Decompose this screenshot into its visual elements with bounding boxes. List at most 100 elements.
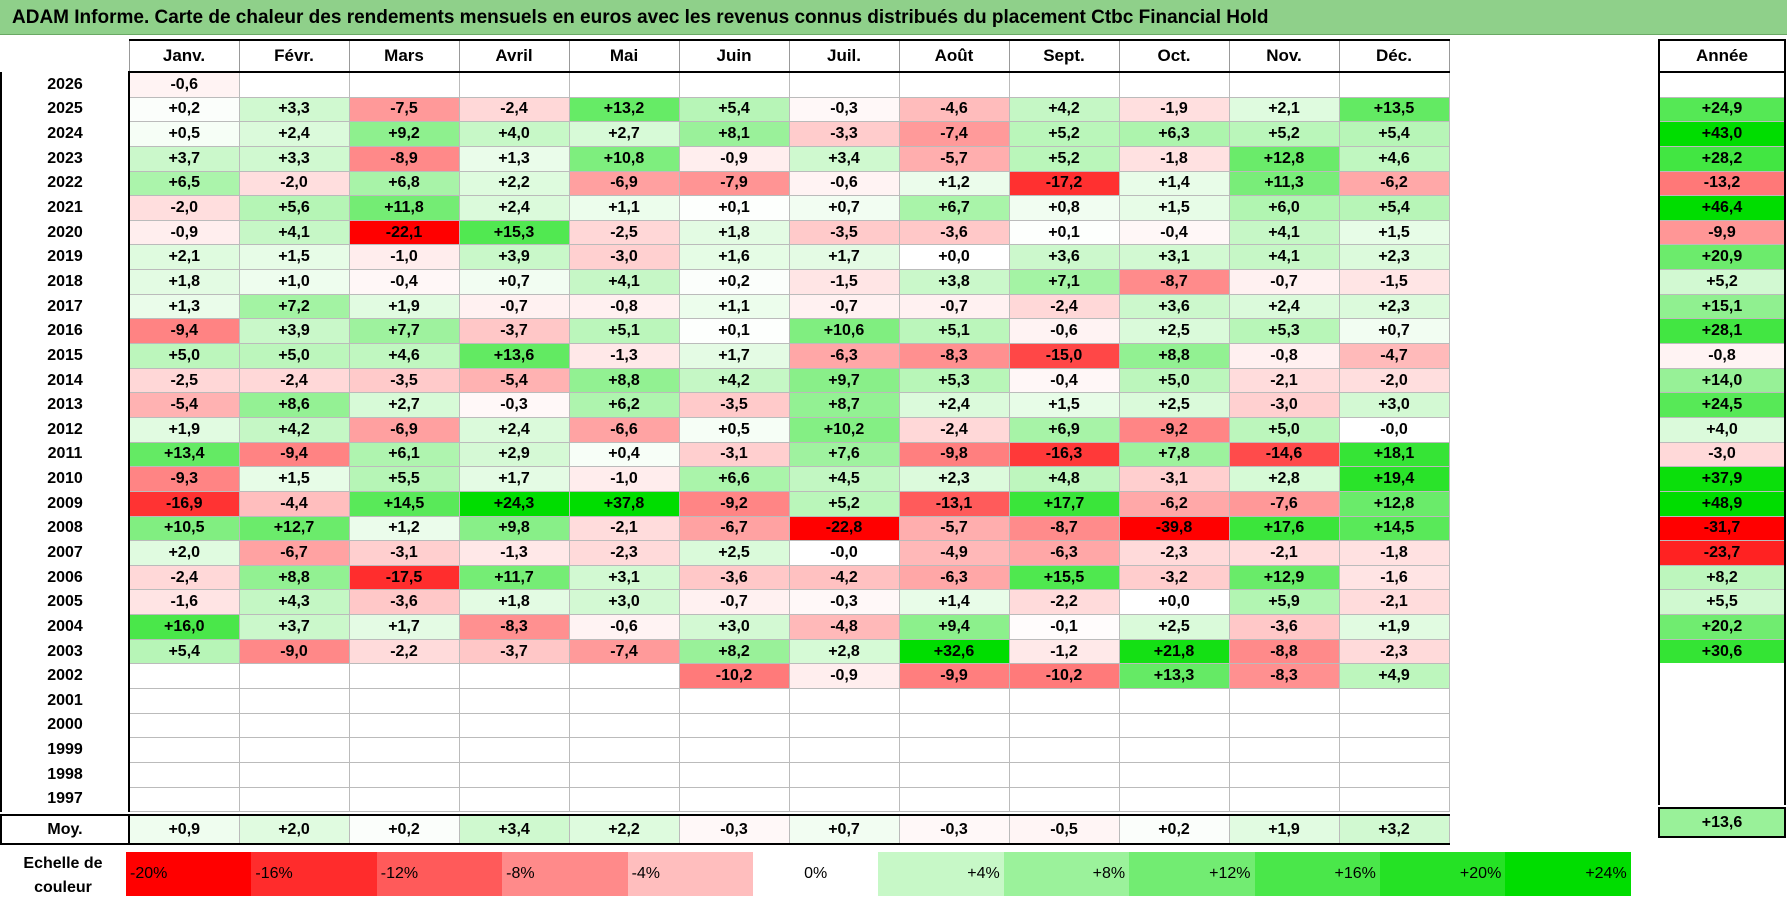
month-header: Août <box>898 39 1010 73</box>
heatmap-cell: -0,3 <box>458 392 570 418</box>
heatmap-cell: +8,7 <box>788 392 900 418</box>
heatmap-cell: -15,0 <box>1008 343 1120 369</box>
average-cell: +1,9 <box>1228 814 1340 846</box>
year-label: 2017 <box>0 294 130 319</box>
heatmap-cell: -3,7 <box>458 638 570 665</box>
heatmap-cell: +5,2 <box>1228 121 1340 147</box>
heatmap-cell <box>1008 712 1120 739</box>
heatmap-cell <box>1118 712 1230 739</box>
heatmap-cell: +0,1 <box>1008 219 1120 246</box>
heatmap-cell: +5,0 <box>1118 367 1230 394</box>
year-row: 2010 -9,3 +1,5 +5,5 +1,7 -1,0 +6,6 +4,5 +2,3 +4,8… <box>0 466 1450 492</box>
year-row: 2002 -10,2 -0,9 -9,9 -10,2 +13,3 -8,3 +4,9 <box>0 663 1450 690</box>
heatmap-cell: -2,4 <box>128 564 240 591</box>
heatmap-cell: +6,9 <box>1008 416 1120 443</box>
year-row: 2021 -2,0 +5,6 +11,8 +2,4 +1,1 +0,1 +0,7 +6,7 +0,… <box>0 195 1450 221</box>
heatmap-cell <box>788 71 900 98</box>
year-label: 2006 <box>0 565 130 590</box>
annual-cell <box>1658 734 1786 758</box>
heatmap-cell: -3,0 <box>1228 392 1340 418</box>
heatmap-cell: +14,5 <box>1338 515 1450 542</box>
month-header: Mai <box>568 39 680 73</box>
color-scale-stop: -8% <box>502 852 628 896</box>
heatmap-cell: +4,9 <box>1338 663 1450 690</box>
heatmap-cell: -17,5 <box>348 564 460 591</box>
year-row: 2003 +5,4 -9,0 -2,2 -3,7 -7,4 +8,2 +2,8 +32,6 -1,… <box>0 638 1450 665</box>
year-row: 2013 -5,4 +8,6 +2,7 -0,3 +6,2 -3,5 +8,7 +2,4 +1,5… <box>0 392 1450 418</box>
heatmap-cell: +4,1 <box>1228 219 1340 246</box>
heatmap-cell <box>678 761 790 788</box>
heatmap-cell: +13,2 <box>568 96 680 123</box>
heatmap-cell: -1,6 <box>1338 564 1450 591</box>
month-header: Oct. <box>1118 39 1230 73</box>
heatmap-cell <box>568 761 680 788</box>
heatmap-cell: -7,5 <box>348 96 460 123</box>
heatmap-cell <box>238 786 350 813</box>
year-label: 2023 <box>0 146 130 172</box>
heatmap-cell <box>238 688 350 714</box>
heatmap-cell: -39,8 <box>1118 515 1230 542</box>
heatmap-cell: +2,2 <box>458 170 570 197</box>
heatmap-cell: -6,6 <box>568 416 680 443</box>
heatmap-cell: +4,5 <box>788 466 900 492</box>
heatmap-cell: +2,8 <box>788 638 900 665</box>
year-row: 2006 -2,4 +8,8 -17,5 +11,7 +3,1 -3,6 -4,2 -6,3 +1… <box>0 564 1450 591</box>
heatmap-cell: +15,3 <box>458 219 570 246</box>
heatmap-cell: +6,7 <box>898 195 1010 221</box>
heatmap-cell: +2,5 <box>1118 392 1230 418</box>
heatmap-cell: -6,3 <box>898 564 1010 591</box>
heatmap-cell: +4,1 <box>568 269 680 295</box>
average-cell: +0,7 <box>788 814 900 846</box>
heatmap-cell <box>898 688 1010 714</box>
year-label: 2005 <box>0 589 130 615</box>
heatmap-cell: +3,0 <box>568 589 680 616</box>
heatmap-cell: -2,1 <box>1338 589 1450 616</box>
heatmap-cell: -8,9 <box>348 145 460 172</box>
month-header: Mars <box>348 39 460 73</box>
heatmap-cell: +10,2 <box>788 416 900 443</box>
year-label: 2009 <box>0 491 130 517</box>
heatmap-cell: +4,1 <box>1228 244 1340 271</box>
heatmap-cell: -0,7 <box>1228 269 1340 295</box>
heatmap-cell <box>678 71 790 98</box>
header-corner <box>1 40 129 72</box>
year-label: 2004 <box>0 614 130 640</box>
heatmap-cell: +5,1 <box>568 318 680 345</box>
heatmap-cell <box>898 761 1010 788</box>
annual-cell: +43,0 <box>1658 121 1786 147</box>
heatmap-cell <box>238 761 350 788</box>
average-cell: -0,5 <box>1008 814 1120 846</box>
annual-cell: -23,7 <box>1658 540 1786 566</box>
heatmap-cell: +2,5 <box>678 540 790 566</box>
heatmap-cell: +14,5 <box>348 490 460 517</box>
annual-cell: +4,0 <box>1658 416 1786 443</box>
year-label: 2003 <box>0 639 130 664</box>
heatmap-cell: +5,2 <box>1008 121 1120 147</box>
heatmap-cell: +5,0 <box>128 343 240 369</box>
heatmap-cell: -4,2 <box>788 564 900 591</box>
heatmap-cell: +4,2 <box>238 416 350 443</box>
heatmap-cell <box>1228 737 1340 763</box>
heatmap-cell: -0,9 <box>788 663 900 690</box>
heatmap-cell: -8,7 <box>1008 515 1120 542</box>
heatmap-cell: +5,4 <box>1338 195 1450 221</box>
heatmap-cell: +0,0 <box>1118 589 1230 616</box>
heatmap-cell: -0,6 <box>1008 318 1120 345</box>
average-cell: -0,3 <box>678 814 790 846</box>
heatmap-cell: +6,6 <box>678 466 790 492</box>
annual-cell: +48,9 <box>1658 490 1786 517</box>
heatmap-cell: +1,5 <box>1118 195 1230 221</box>
color-scale-label: Echelle de couleur <box>23 855 103 896</box>
year-row: 1998 <box>0 761 1450 788</box>
average-cell: -0,3 <box>898 814 1010 846</box>
heatmap-cell: -6,7 <box>238 540 350 566</box>
year-label: 2021 <box>0 195 130 221</box>
heatmap-cell: +1,3 <box>458 145 570 172</box>
month-header: Avril <box>458 39 570 73</box>
heatmap-cell: +0,7 <box>458 269 570 295</box>
heatmap-cell: -8,3 <box>458 614 570 640</box>
year-row: 2024 +0,5 +2,4 +9,2 +4,0 +2,7 +8,1 -3,3 -7,4 +5,2… <box>0 121 1450 147</box>
average-cell: +0,2 <box>1118 814 1230 846</box>
heatmap-cell: +1,4 <box>898 589 1010 616</box>
heatmap-cell: -0,9 <box>128 219 240 246</box>
